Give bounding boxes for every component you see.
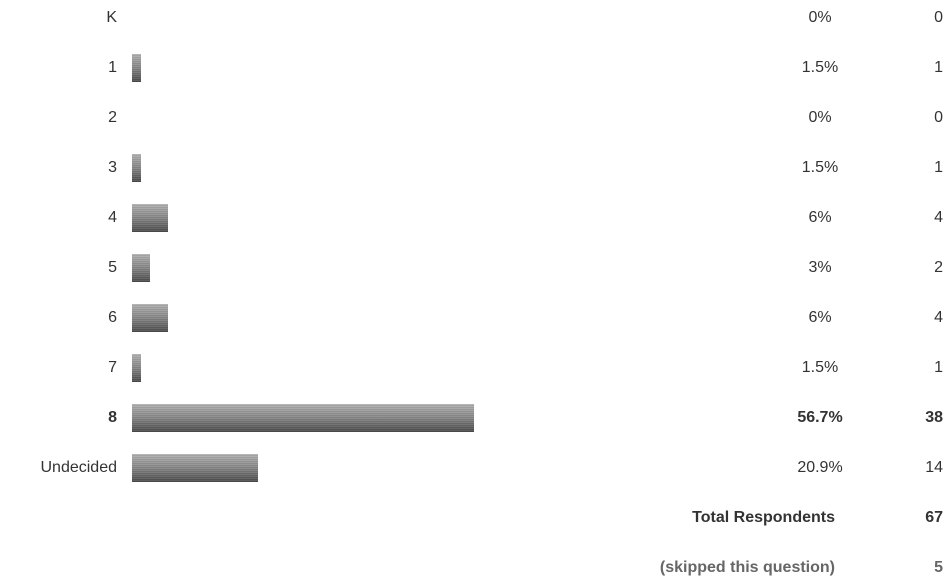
percent-label: 20.9% (797, 459, 843, 476)
percent-label: 3% (808, 259, 832, 276)
count: 14 (925, 459, 943, 476)
count: 38 (925, 409, 943, 426)
percent-label: 0% (808, 109, 832, 126)
skipped-value: 5 (934, 559, 943, 576)
row-label: K (106, 9, 117, 26)
percent-label: 0% (808, 9, 832, 26)
row-label: 5 (108, 259, 117, 276)
count: 2 (934, 259, 943, 276)
count: 1 (934, 359, 943, 376)
percent-label: 6% (808, 309, 832, 326)
percent-bar (132, 454, 259, 482)
count: 1 (934, 159, 943, 176)
percent-bar (132, 404, 474, 432)
percent-bar (132, 304, 169, 332)
row-label: 6 (108, 309, 117, 326)
percent-bar (132, 154, 142, 182)
row-label: Undecided (40, 459, 118, 476)
percent-bar (132, 54, 142, 82)
row-label: 3 (108, 159, 117, 176)
row-label: 4 (108, 209, 117, 226)
percent-label: 1.5% (801, 359, 839, 376)
count: 4 (934, 209, 943, 226)
total-value: 67 (925, 509, 943, 526)
row-label: 1 (108, 59, 117, 76)
skipped-label: (skipped this question) (659, 559, 835, 576)
total-label: Total Respondents (692, 509, 835, 526)
percent-label: 1.5% (801, 159, 839, 176)
percent-label: 6% (808, 209, 832, 226)
percent-label: 1.5% (801, 59, 839, 76)
count: 0 (934, 109, 943, 126)
row-label: 7 (108, 359, 117, 376)
percent-bar (132, 204, 169, 232)
row-label: 2 (108, 109, 117, 126)
count: 4 (934, 309, 943, 326)
count: 0 (934, 9, 943, 26)
percent-bar (132, 354, 142, 382)
row-label: 8 (108, 409, 117, 426)
percent-bar (132, 254, 151, 282)
count: 1 (934, 59, 943, 76)
percent-label: 56.7% (797, 409, 843, 426)
